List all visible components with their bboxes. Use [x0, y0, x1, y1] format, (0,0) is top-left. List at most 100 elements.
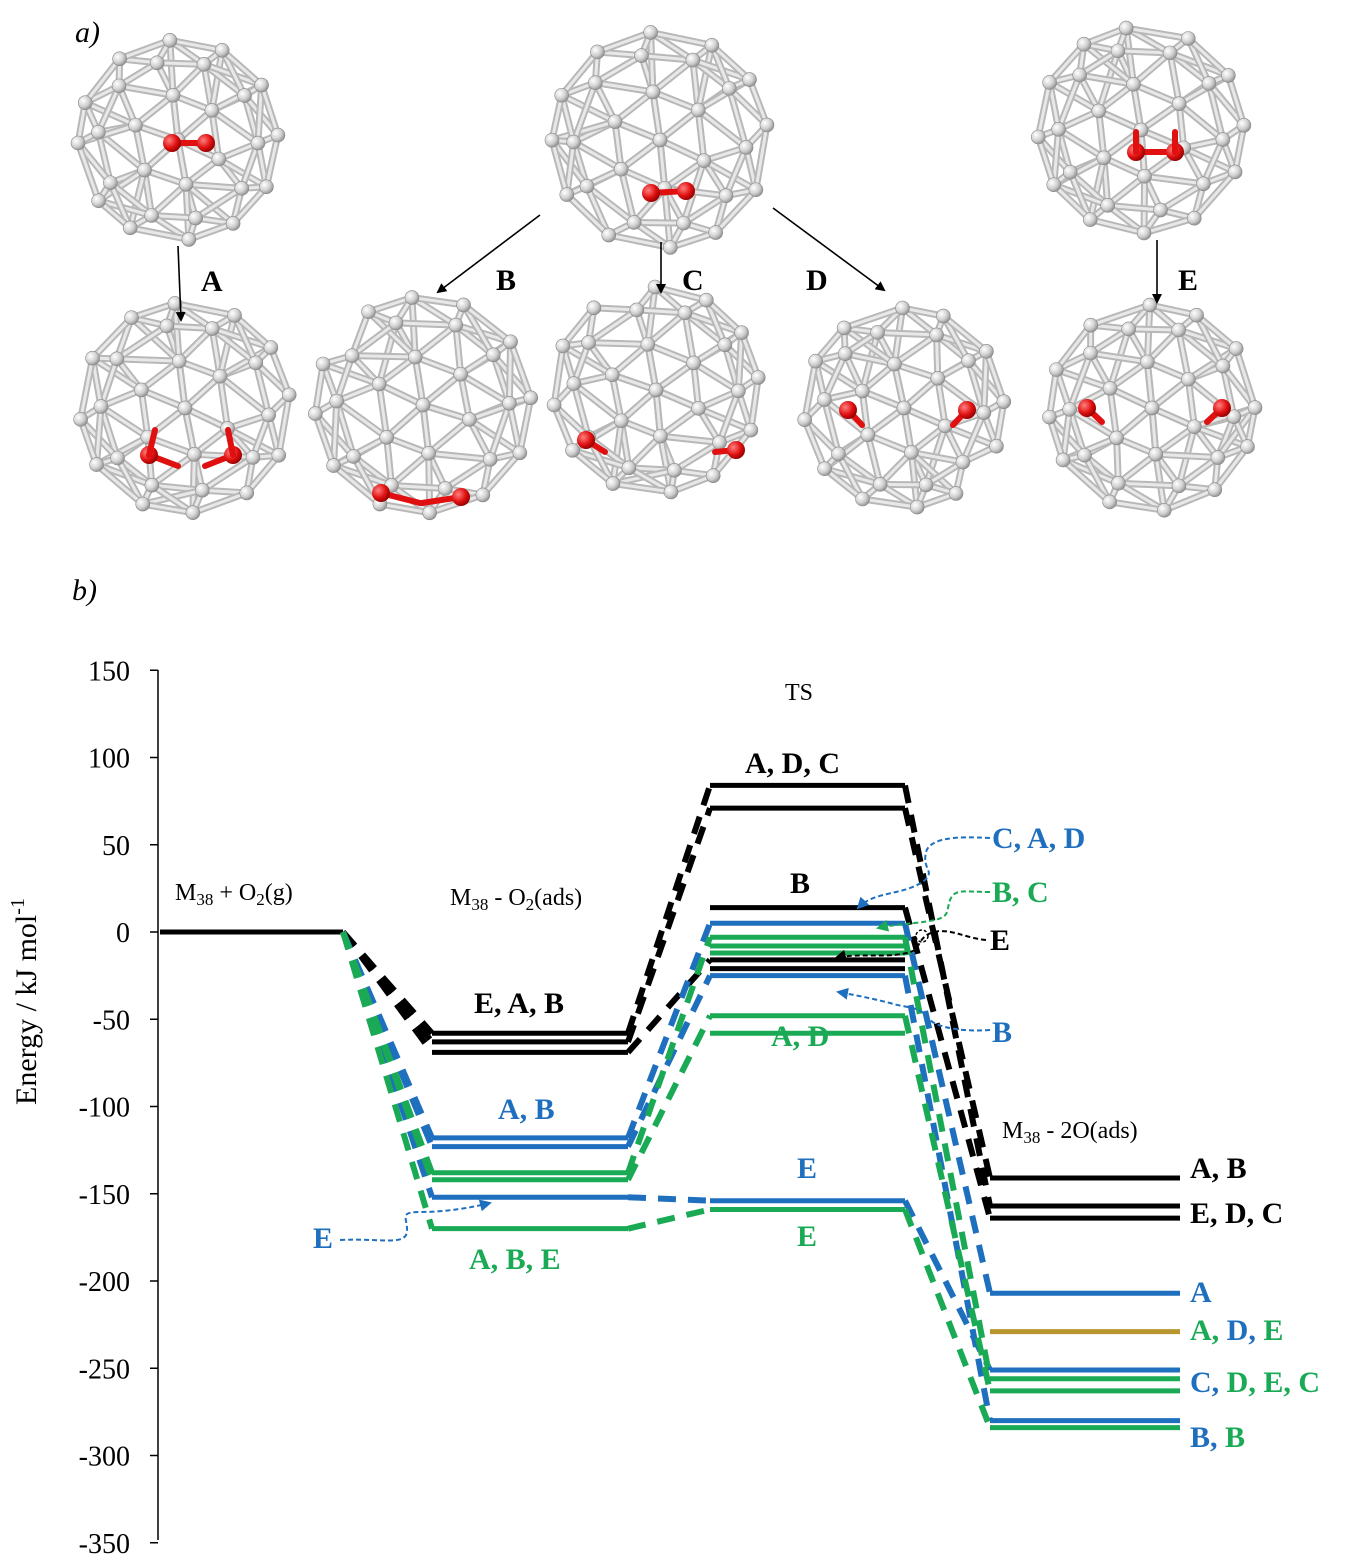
bond-highlight: [183, 374, 222, 410]
metal-atom: [93, 399, 109, 414]
metal-atom: [1049, 362, 1064, 377]
bond-highlight: [702, 159, 758, 192]
bond-highlight: [654, 361, 696, 392]
metal-atom: [855, 491, 870, 507]
bond-highlight: [1054, 323, 1093, 372]
pointer-arrows: [339, 836, 991, 1242]
label-part: A,: [1190, 1314, 1227, 1347]
bond-highlight: [200, 455, 255, 492]
bond-highlight: [96, 84, 121, 134]
bond-highlight: [696, 108, 748, 149]
bond-highlight: [572, 382, 591, 439]
metal-atom: [590, 44, 605, 60]
oxygen-atom: [642, 184, 660, 202]
metal-atom: [937, 418, 953, 434]
bond-highlight: [117, 84, 175, 97]
bond-highlight: [481, 451, 522, 497]
metal-atom: [544, 132, 560, 148]
bond-highlight: [1131, 82, 1143, 132]
bond-highlight: [1168, 51, 1181, 106]
bond-highlight: [79, 417, 99, 467]
metal-atom: [281, 387, 297, 403]
metal-atom: [1126, 76, 1141, 92]
label-dis-blue-A: A: [1190, 1276, 1212, 1309]
y-tick-label: 0: [116, 918, 130, 949]
label-dis-black-EDC: E, D, C: [1190, 1197, 1283, 1230]
metal-atom: [204, 321, 220, 336]
cluster-bottom-B: [308, 290, 539, 521]
bond-highlight: [1145, 303, 1152, 364]
metal-atom: [1072, 67, 1087, 83]
bond-highlight: [141, 502, 195, 515]
metal-atom: [613, 161, 629, 177]
bond-highlight: [823, 467, 865, 501]
bond-highlight: [866, 406, 906, 437]
bond-highlight: [651, 90, 662, 142]
bond-highlight: [1116, 452, 1158, 485]
bond-highlight: [561, 344, 614, 377]
metal-atom: [648, 382, 664, 398]
metal-atom: [388, 315, 404, 331]
metal-atom: [144, 477, 160, 493]
bond-highlight: [635, 308, 687, 315]
metal-atom: [1076, 36, 1092, 52]
bond-highlight: [313, 412, 336, 468]
metal-atom: [134, 382, 149, 398]
oxygen-atom: [372, 484, 390, 502]
bond-highlight: [183, 406, 230, 430]
bond-highlight: [552, 403, 575, 452]
bond-highlight: [269, 346, 291, 397]
bond-highlight: [410, 296, 417, 359]
bond-highlight: [1097, 109, 1106, 160]
cluster-top-left: [70, 33, 286, 247]
metal-atom: [1201, 76, 1217, 91]
bond-highlight: [654, 388, 701, 410]
metal-atom: [559, 187, 575, 202]
metal-atom: [614, 413, 629, 429]
bond-highlight: [651, 90, 700, 112]
bond-highlight: [95, 463, 145, 506]
bond-highlight: [1088, 156, 1106, 222]
bond-highlight: [1047, 415, 1065, 462]
oxygen-atom: [1213, 399, 1231, 417]
metal-atom: [808, 353, 823, 369]
arrow-label-D: D: [806, 264, 828, 297]
bond-highlight: [366, 296, 414, 314]
bond-highlight: [1213, 445, 1249, 492]
y-axis-ticks: 150 100 50 0 -50 -100 -150 -200 -250 -300 -350: [79, 656, 158, 1555]
metal-atom: [1110, 43, 1126, 59]
bond-highlight: [658, 138, 667, 190]
bond-highlight: [619, 167, 636, 224]
bond-highlight: [1106, 203, 1163, 212]
bond-highlight: [96, 130, 112, 185]
bond-highlight: [377, 382, 425, 407]
bond-highlight: [1036, 80, 1052, 139]
connector-ts-dis: [902, 906, 993, 1219]
bond-highlight: [1078, 49, 1120, 77]
bond-highlight: [245, 453, 281, 495]
bond-highlight: [410, 296, 466, 307]
label-ts-black-top: A, D, C: [745, 747, 840, 780]
bond-highlight: [803, 359, 818, 422]
state-label-gas: M38 + O2(g): [175, 880, 293, 909]
bond-highlight: [560, 93, 576, 144]
bond-highlight: [313, 362, 325, 416]
bond-highlight: [350, 354, 417, 359]
metal-atom: [870, 325, 885, 340]
metal-atom: [565, 443, 580, 458]
bond-highlight: [130, 316, 181, 363]
bond-highlight: [1145, 328, 1181, 364]
bond-highlight: [593, 81, 655, 94]
panel-a-label: a): [75, 16, 100, 49]
metal-atom: [855, 383, 870, 399]
bond-highlight: [321, 362, 381, 386]
bond-highlight: [128, 168, 147, 230]
bond-highlight: [892, 362, 906, 410]
metal-atom: [1228, 341, 1244, 356]
metal-atom: [629, 302, 645, 318]
metal-atom: [1046, 177, 1062, 193]
bond-highlight: [459, 372, 511, 405]
metal-atom: [581, 335, 596, 350]
metal-atom: [979, 344, 994, 359]
metal-atom: [626, 215, 642, 230]
